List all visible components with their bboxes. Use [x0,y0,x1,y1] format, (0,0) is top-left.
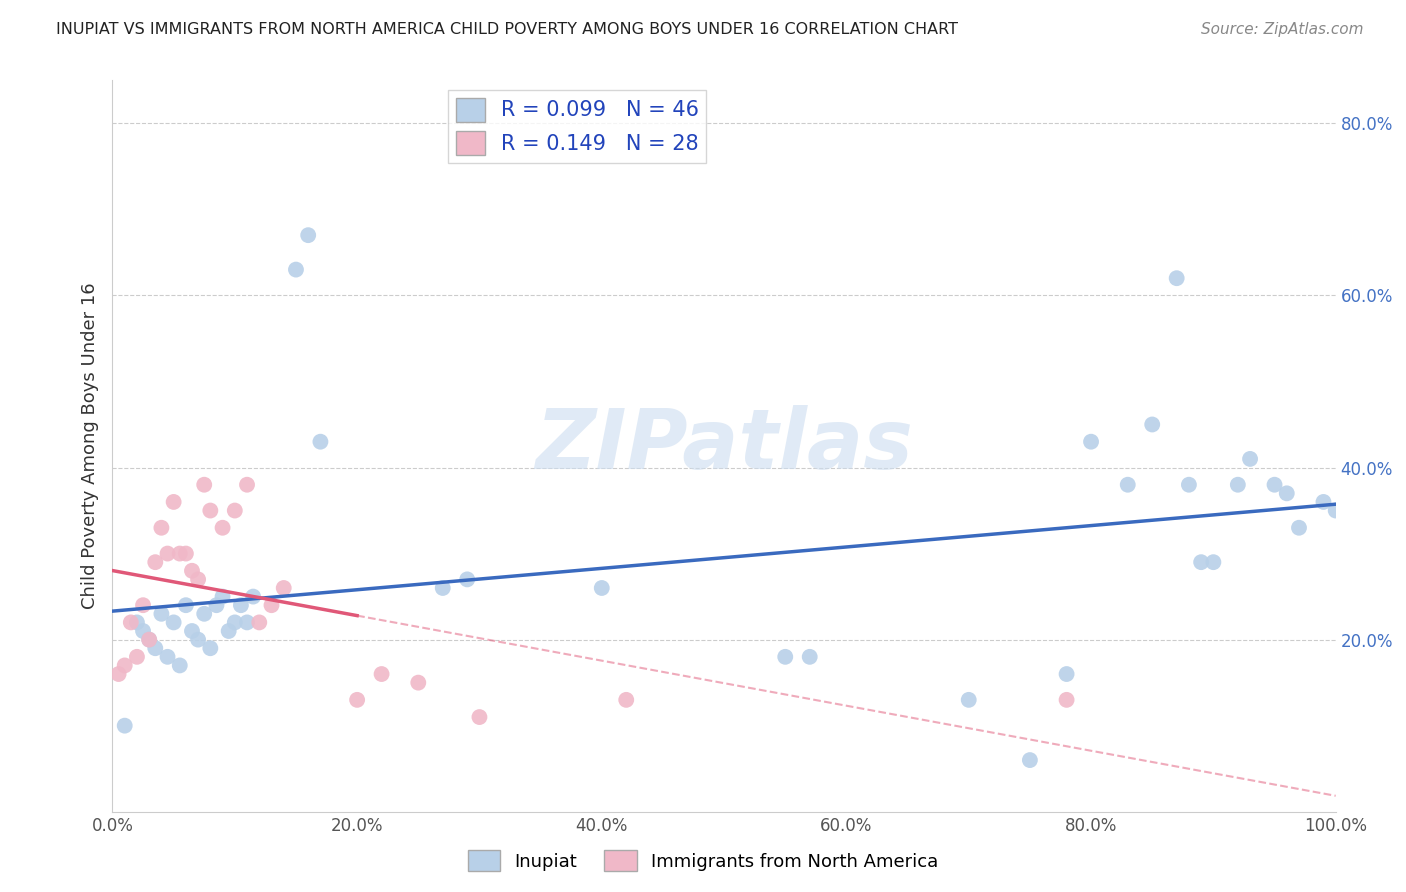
Point [468,710,491,724]
Point [370,667,392,681]
Point [150,521,173,535]
Point [591,581,613,595]
Point [132,598,155,612]
Point [163,615,186,630]
Point [205,598,228,612]
Point [1288,521,1310,535]
Point [1116,477,1139,491]
Point [1056,667,1078,681]
Legend: R = 0.099   N = 46, R = 0.149   N = 28: R = 0.099 N = 46, R = 0.149 N = 28 [449,90,706,162]
Point [1018,753,1040,767]
Point [1080,434,1102,449]
Point [236,477,259,491]
Point [1226,477,1249,491]
Point [1202,555,1225,569]
Point [211,590,233,604]
Point [125,649,148,664]
Point [138,632,160,647]
Point [247,615,270,630]
Point [346,693,368,707]
Text: INUPIAT VS IMMIGRANTS FROM NORTH AMERICA CHILD POVERTY AMONG BOYS UNDER 16 CORRE: INUPIAT VS IMMIGRANTS FROM NORTH AMERICA… [56,22,959,37]
Point [132,624,155,638]
Y-axis label: Child Poverty Among Boys Under 16: Child Poverty Among Boys Under 16 [80,283,98,609]
Text: Source: ZipAtlas.com: Source: ZipAtlas.com [1201,22,1364,37]
Point [156,649,179,664]
Point [309,434,332,449]
Point [614,693,637,707]
Point [224,615,246,630]
Point [260,598,283,612]
Point [156,547,179,561]
Point [432,581,454,595]
Point [169,547,191,561]
Point [125,615,148,630]
Point [775,649,797,664]
Point [163,495,186,509]
Point [138,632,160,647]
Point [1056,693,1078,707]
Point [284,262,308,277]
Point [200,503,222,517]
Point [174,598,197,612]
Point [143,555,166,569]
Point [957,693,980,707]
Point [1275,486,1298,500]
Point [456,573,478,587]
Text: ZIPatlas: ZIPatlas [536,406,912,486]
Legend: Inupiat, Immigrants from North America: Inupiat, Immigrants from North America [460,843,946,879]
Point [1142,417,1164,432]
Point [297,228,319,243]
Point [273,581,295,595]
Point [224,503,246,517]
Point [1239,451,1261,466]
Point [174,547,197,561]
Point [1166,271,1188,285]
Point [242,590,264,604]
Point [408,675,430,690]
Point [200,641,222,656]
Point [193,607,215,621]
Point [107,667,129,681]
Point [143,641,166,656]
Point [1312,495,1334,509]
Point [1324,503,1347,517]
Point [187,632,209,647]
Point [114,719,136,733]
Point [1264,477,1286,491]
Point [114,658,136,673]
Point [236,615,259,630]
Point [169,658,191,673]
Point [229,598,252,612]
Point [1189,555,1212,569]
Point [799,649,821,664]
Point [187,573,209,587]
Point [1178,477,1201,491]
Point [181,564,204,578]
Point [150,607,173,621]
Point [218,624,240,638]
Point [211,521,233,535]
Point [193,477,215,491]
Point [120,615,142,630]
Point [181,624,204,638]
